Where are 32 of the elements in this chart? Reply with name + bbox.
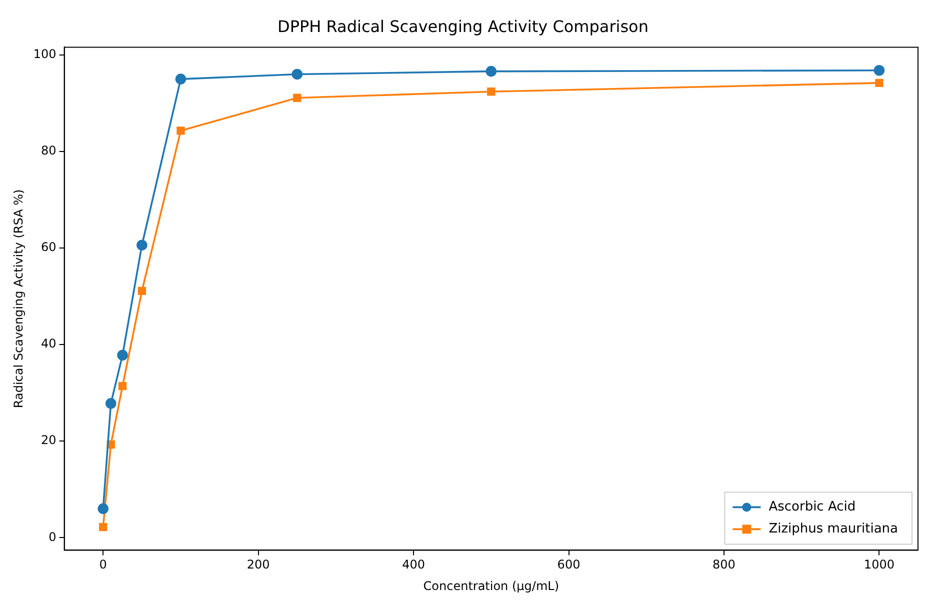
x-axis-title: Concentration (µg/mL) — [423, 578, 560, 593]
point — [293, 94, 302, 102]
point — [176, 126, 185, 135]
point — [486, 66, 497, 77]
point — [118, 382, 127, 390]
point — [99, 522, 108, 532]
point — [175, 74, 186, 84]
legend-label: Ascorbic Acid — [768, 500, 856, 515]
chart-title: DPPH Radical Scavenging Activity Comparison — [278, 16, 648, 36]
point — [138, 286, 146, 296]
x-tick-label: 600 — [557, 558, 580, 572]
y-axis-title: Radical Scavenging Activity (RSA %) — [11, 189, 26, 408]
y-tick-label: 20 — [41, 433, 56, 448]
x-tick-label: 0 — [99, 558, 107, 572]
point — [292, 68, 303, 80]
y-tick-label: 100 — [33, 47, 56, 62]
point — [874, 64, 885, 76]
point — [105, 398, 116, 409]
point — [136, 240, 148, 251]
y-tick-label: 80 — [41, 144, 56, 158]
y-tick-label: 40 — [41, 336, 56, 351]
y-tick-label: 0 — [48, 530, 56, 544]
point — [487, 88, 496, 96]
x-tick-label: 200 — [246, 558, 270, 572]
x-tick-label: 1000 — [864, 558, 894, 572]
point — [875, 78, 884, 88]
legend-label: Ziziphus mauritiana — [768, 522, 898, 537]
point — [117, 350, 128, 361]
point — [98, 503, 109, 514]
x-tick-label: 800 — [712, 558, 736, 572]
x-tick-label: 400 — [402, 558, 425, 572]
y-tick-label: 60 — [41, 240, 56, 254]
